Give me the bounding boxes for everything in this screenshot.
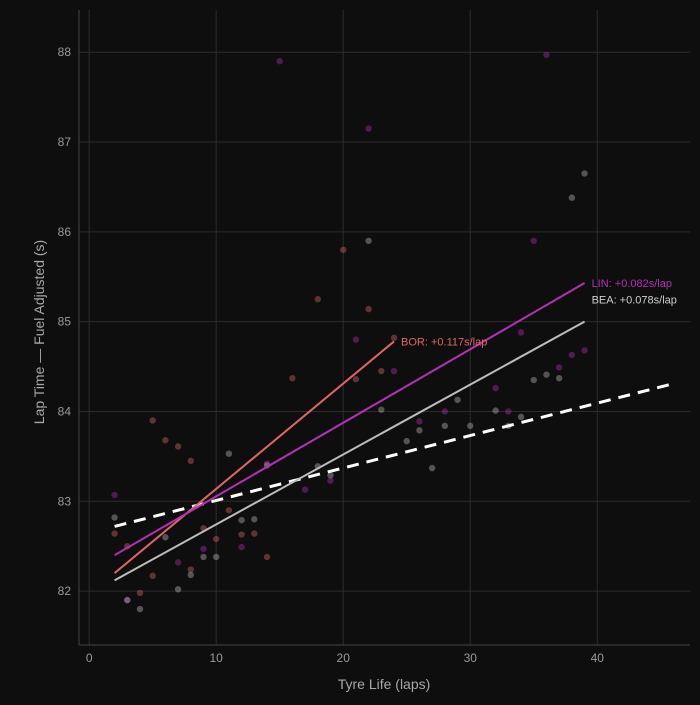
y-tick-label: 83 [58,494,72,508]
data-point-bea [212,553,220,561]
trend-line-lin [114,282,586,557]
data-point-bor [390,334,398,342]
trend-label-bor: BOR: +0.117s/lap [401,336,487,348]
data-point-lin [111,491,118,499]
x-tick-label: 10 [210,651,224,665]
data-point-bor [378,367,385,375]
data-point-bea [251,516,258,523]
data-point-bor [314,296,322,303]
trend-label-lin: LIN: +0.082s/lap [592,278,672,290]
y-axis-label: Lap Time — Fuel Adjusted (s) [31,240,47,424]
trend-labels: BOR: +0.117s/lap LIN: +0.082s/lap BEA: +0.… [401,278,677,348]
x-tick-label: 30 [464,651,478,665]
data-point-bor [162,437,169,444]
data-point-bea [124,596,131,604]
data-point-bea [492,407,499,414]
data-point-lin [505,408,512,415]
data-point-lin [238,543,245,551]
data-point-bea [403,437,410,445]
data-point-bea [543,371,550,378]
grid [79,10,690,645]
data-point-lin [327,477,334,484]
data-point-bea [428,464,436,472]
data-point-bea [530,376,537,384]
data-point-lin [517,329,525,336]
data-point-lin [543,51,550,59]
data-point-bor [174,443,182,450]
data-point-bea [111,514,118,521]
x-axis-label: Tyre Life (laps) [338,676,431,692]
data-point-bor [365,305,372,313]
data-point-bea [365,237,372,245]
data-point-bea [517,413,525,421]
data-point-bor [263,553,271,561]
data-point-lin [441,408,449,415]
tick-labels: 0 10 20 30 40 82 83 84 85 86 87 88 [58,45,605,665]
data-point-lin [174,559,182,566]
y-tick-label: 88 [58,45,72,59]
scatter-points [111,51,588,613]
data-point-bea [378,406,385,413]
data-point-lin [581,347,588,354]
data-point-bea [238,516,245,524]
data-point-bor [149,417,156,424]
x-tick-label: 0 [86,651,93,665]
data-point-bor [352,375,360,383]
data-point-bor [251,530,258,537]
trend-line-bea [114,320,586,582]
data-point-lin [416,418,423,425]
reference-dashed-line [114,382,674,528]
data-point-bea [467,422,474,430]
data-point-bea [416,427,423,434]
x-tick-label: 20 [337,651,351,665]
data-point-bor [212,535,220,543]
trend-lines [113,282,674,582]
data-point-bor [187,457,194,465]
data-point-lin [276,57,283,65]
data-point-lin [124,596,131,604]
data-point-bor [136,589,144,597]
data-point-lin [568,351,576,359]
data-point-bor [225,507,233,514]
data-point-bor [238,531,245,538]
data-point-lin [352,336,360,343]
y-tick-label: 85 [58,315,72,329]
data-point-bea [555,375,563,382]
data-point-lin [555,364,563,371]
data-point-lin [301,486,309,493]
data-point-lin [390,367,398,375]
data-point-bor [149,572,156,580]
data-point-bor [340,246,347,254]
data-point-bea [200,553,207,561]
data-point-bea [441,422,449,430]
data-point-bor [289,375,296,382]
y-tick-label: 86 [58,225,72,239]
trend-line-bor [113,340,395,574]
data-point-bea [568,194,576,201]
data-point-bea [581,170,588,177]
data-point-lin [492,384,499,392]
data-point-lin [365,125,372,132]
data-point-bea [454,396,461,404]
data-point-bea [327,472,334,479]
y-tick-label: 84 [58,404,72,418]
y-tick-label: 82 [58,584,72,598]
data-point-lin [530,237,537,245]
data-point-bor [111,530,118,537]
data-point-lin [200,545,207,553]
data-point-bea [174,586,182,593]
data-point-bea [136,605,144,613]
data-point-bea [162,534,169,541]
x-tick-label: 40 [591,651,605,665]
trend-label-bea: BEA: +0.078s/lap [592,295,677,307]
data-point-bea [187,571,194,579]
y-tick-label: 87 [58,135,72,149]
data-point-bor [187,566,194,573]
data-point-bea [225,450,233,457]
